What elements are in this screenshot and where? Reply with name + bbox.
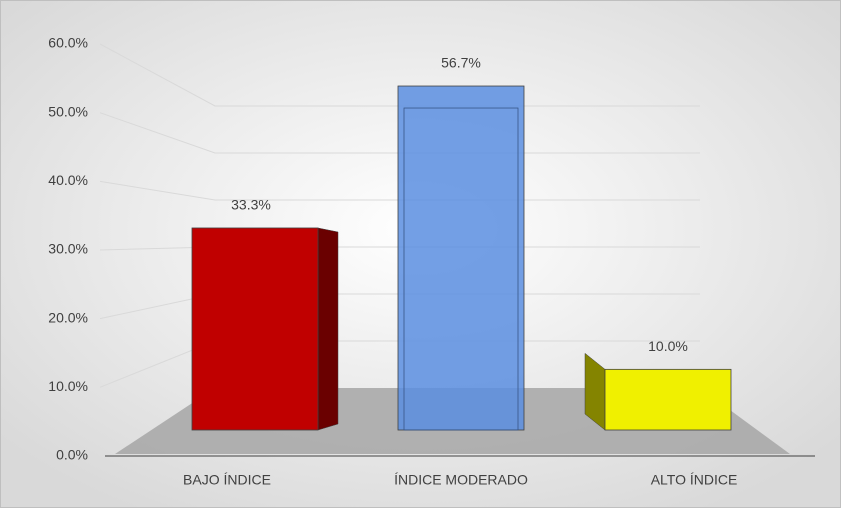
data-label: 10.0% [648, 338, 688, 354]
grid-line [99, 112, 700, 154]
x-tick-label: ÍNDICE MODERADO [394, 472, 528, 488]
y-tick-label: 20.0% [48, 309, 88, 325]
bar [191, 227, 319, 431]
y-tick-label: 10.0% [48, 378, 88, 394]
bar-side [317, 227, 339, 431]
bar-back [403, 107, 519, 431]
y-tick-label: 50.0% [48, 103, 88, 119]
y-tick-label: 60.0% [48, 35, 88, 51]
data-label: 56.7% [441, 55, 481, 71]
y-tick-label: 0.0% [56, 447, 88, 463]
grid-line [99, 180, 700, 201]
grid-line [99, 43, 700, 107]
y-tick-label: 30.0% [48, 241, 88, 257]
data-label: 33.3% [231, 197, 271, 213]
bar [397, 85, 525, 431]
x-tick-label: ALTO ÍNDICE [651, 472, 738, 488]
bar [604, 368, 732, 431]
x-tick-label: BAJO ÍNDICE [183, 472, 271, 488]
y-tick-label: 40.0% [48, 172, 88, 188]
